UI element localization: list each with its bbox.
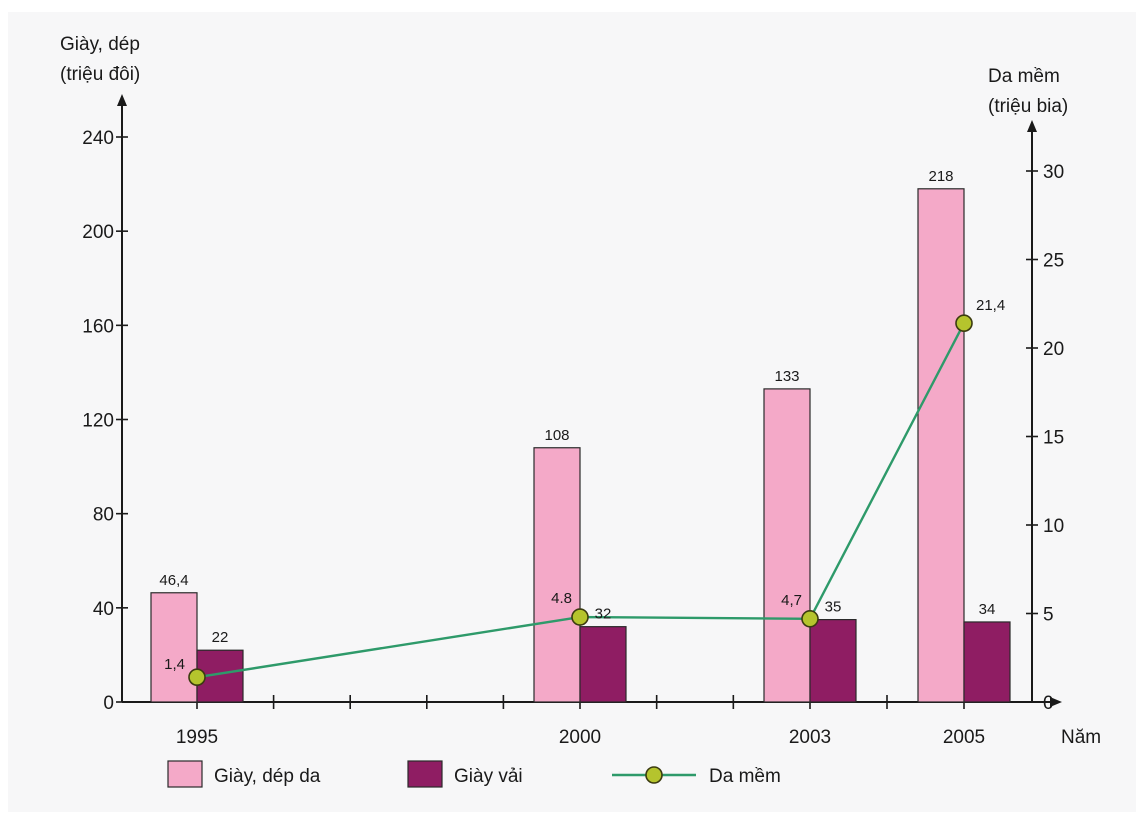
bar-giay-dep-da: [763, 388, 811, 703]
point-da-mem: [955, 314, 973, 333]
point-da-mem: [188, 668, 206, 687]
x-tick-label: 2000: [559, 727, 601, 748]
right-y-axis-title: (triệu bia): [988, 96, 1068, 117]
right-y-tick-label: 0: [1043, 693, 1054, 714]
left-y-tick-label: 120: [82, 411, 114, 432]
bar-giay-dep-da: [917, 188, 965, 703]
left-y-axis-title: Giày, dép: [60, 34, 140, 55]
line-data-label: 1,4: [164, 656, 185, 673]
bar-data-label: 218: [928, 168, 953, 185]
line-data-label: 21,4: [976, 297, 1005, 314]
left-y-tick-label: 240: [82, 128, 114, 149]
point-da-mem: [571, 608, 589, 626]
left-y-axis-arrow: [117, 94, 127, 106]
legend-label: Da mềm: [709, 766, 781, 787]
data-labels-group: 46,4 22 108 32 133 35 218 34 1,4 4.8 4,7 21,4: [159, 168, 1005, 673]
x-tick-label: 2005: [943, 727, 985, 748]
x-axis-arrow: [1050, 697, 1062, 707]
x-axis-title: Năm: [1061, 727, 1101, 748]
right-y-tick-label: 30: [1043, 162, 1064, 183]
x-tick-label: 2003: [789, 727, 831, 748]
right-y-tick-label: 25: [1043, 251, 1064, 272]
legend-swatch-giay-vai: [407, 760, 443, 788]
legend-label: Giày, dép da: [214, 766, 321, 787]
legend-label: Giày vải: [454, 766, 523, 787]
left-y-axis-title: (triệu đôi): [60, 64, 140, 85]
right-y-tick-label: 5: [1043, 605, 1054, 626]
left-y-tick-label: 0: [103, 693, 114, 714]
bar-giay-dep-da: [533, 447, 581, 703]
bar-data-label: 34: [979, 601, 996, 618]
x-tick-label: 1995: [176, 727, 218, 748]
left-y-tick-label: 160: [82, 316, 114, 337]
line-da-mem: [196, 322, 966, 679]
right-y-tick-label: 20: [1043, 339, 1064, 360]
bar-giay-vai: [963, 621, 1011, 703]
bar-data-label: 35: [825, 599, 842, 616]
legend-marker-da-mem: [645, 766, 663, 784]
bar-giay-vai: [809, 619, 857, 703]
right-y-tick-label: 15: [1043, 428, 1064, 449]
line-data-label: 4,7: [781, 592, 802, 609]
bar-data-label: 46,4: [159, 572, 188, 589]
bar-data-label: 133: [774, 368, 799, 385]
legend-swatch-giay-dep-da: [167, 760, 203, 788]
left-y-tick-label: 200: [82, 222, 114, 243]
bar-data-label: 22: [212, 629, 229, 646]
right-y-axis-arrow: [1027, 120, 1037, 132]
left-y-tick-label: 80: [93, 505, 114, 526]
point-da-mem: [801, 610, 819, 628]
bars-group: [150, 188, 1011, 703]
bar-data-label: 32: [595, 606, 612, 623]
left-y-tick-label: 40: [93, 599, 114, 620]
line-data-label: 4.8: [551, 590, 572, 607]
bar-data-label: 108: [544, 427, 569, 444]
bar-giay-dep-da: [150, 592, 198, 703]
legend: Giày, dép da Giày vải Da mềm: [167, 760, 781, 788]
right-y-tick-label: 10: [1043, 516, 1064, 537]
axes-group: 0 40 80 120 160 200 240 Giày, dép (triệu đôi) 0 5 1…: [60, 34, 1101, 748]
line-series-group: [188, 314, 973, 687]
right-y-axis-title: Da mềm: [988, 66, 1060, 87]
bar-giay-vai: [579, 626, 627, 703]
